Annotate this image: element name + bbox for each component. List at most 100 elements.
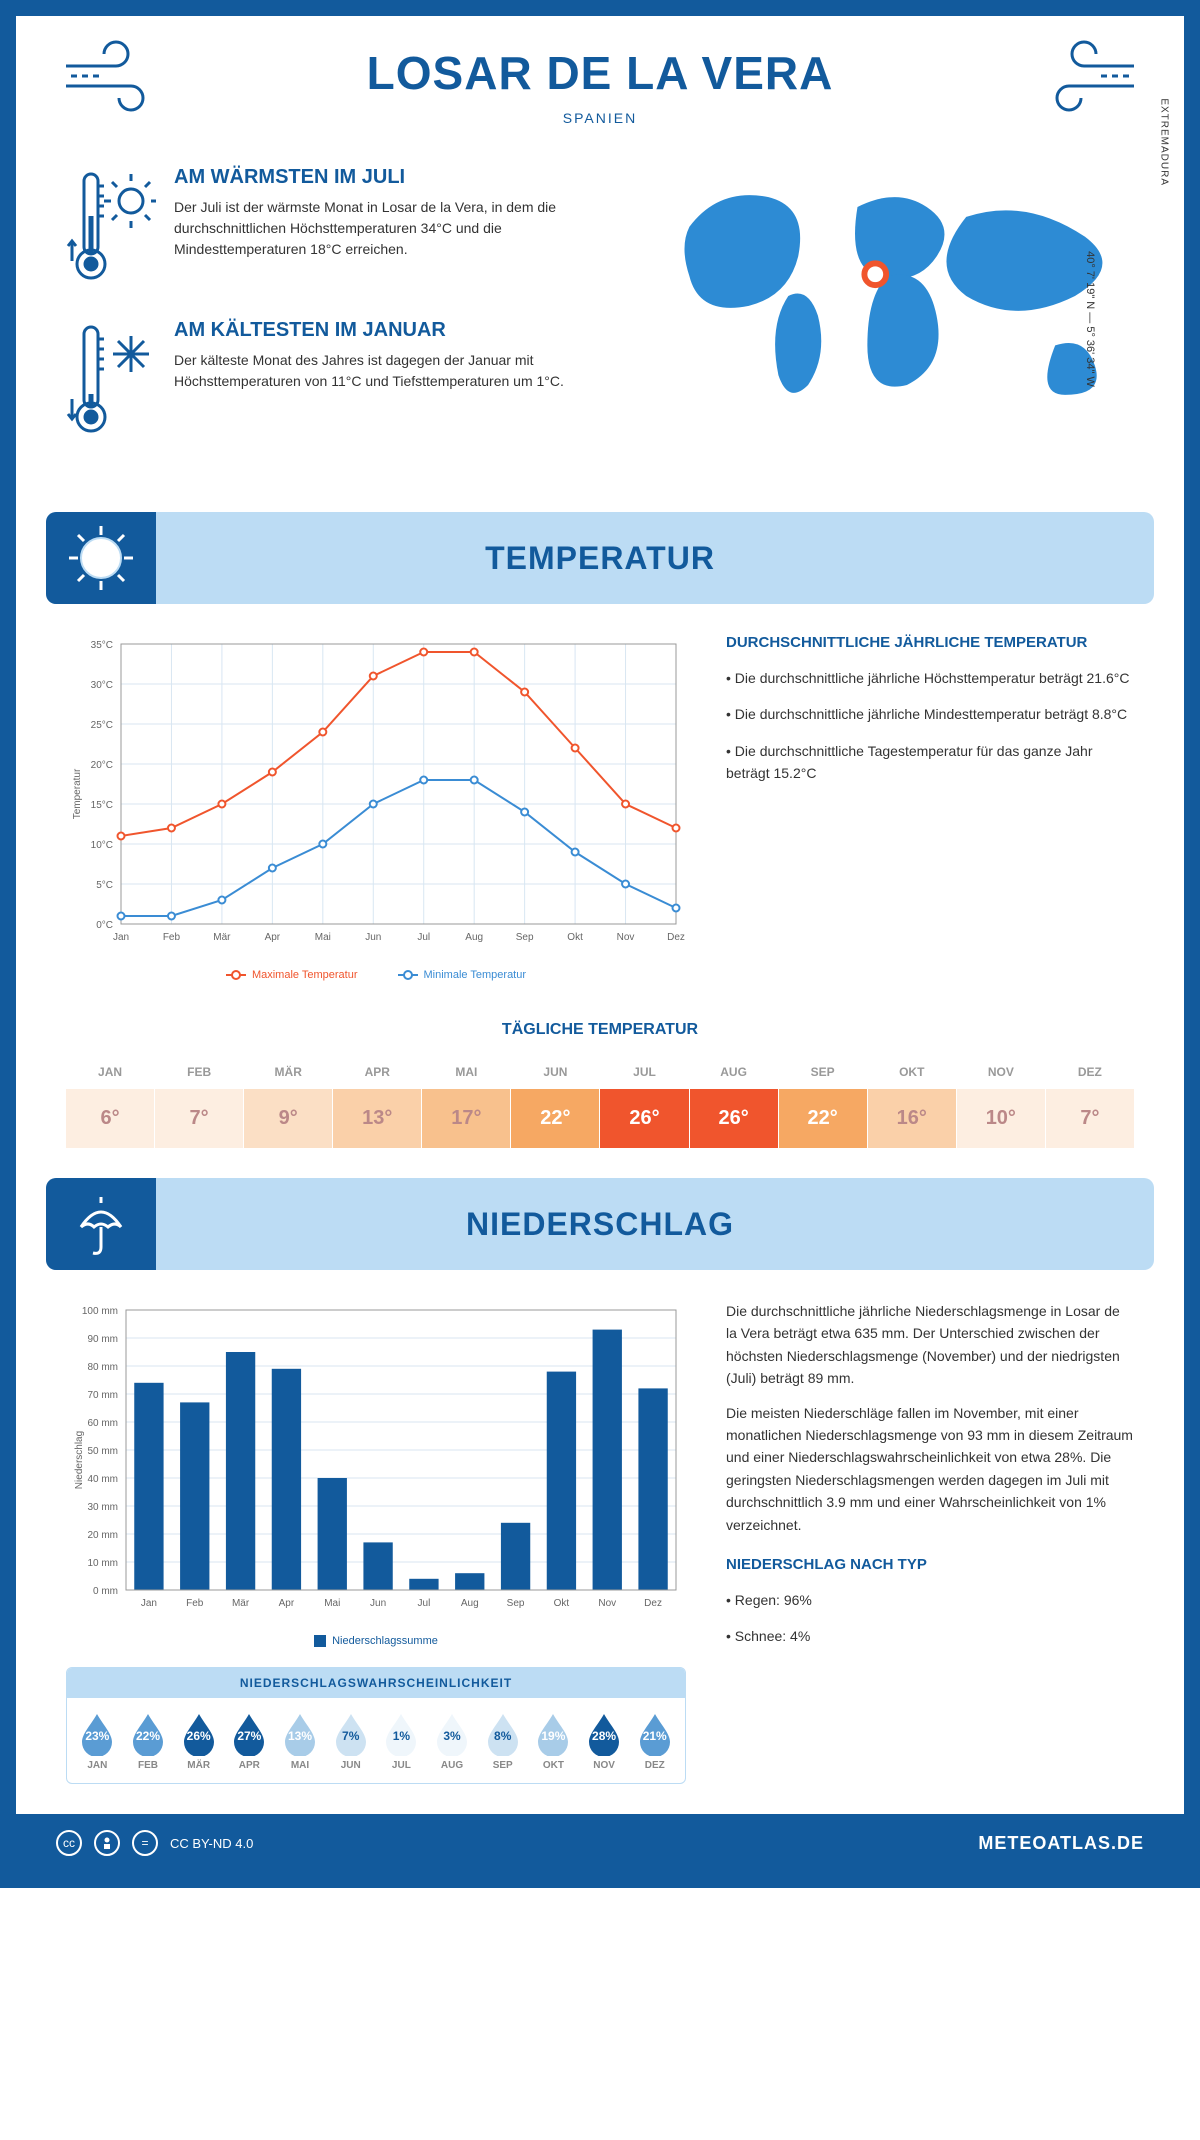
avg-temp-heading: DURCHSCHNITTLICHE JÄHRLICHE TEMPERATUR <box>726 634 1134 651</box>
svg-text:20°C: 20°C <box>91 760 113 771</box>
probability-cell: 19%OKT <box>529 1710 578 1771</box>
svg-text:10 mm: 10 mm <box>87 1558 118 1569</box>
precip-body: 0 mm10 mm20 mm30 mm40 mm50 mm60 mm70 mm8… <box>16 1270 1184 1814</box>
temp-bullet: Die durchschnittliche jährliche Höchstte… <box>726 667 1134 689</box>
thermometer-snow-icon <box>66 319 156 439</box>
svg-text:Okt: Okt <box>567 932 583 943</box>
svg-text:40 mm: 40 mm <box>87 1474 118 1485</box>
precip-section-header: NIEDERSCHLAG <box>46 1178 1154 1270</box>
precip-text-1: Die durchschnittliche jährliche Niedersc… <box>726 1300 1134 1390</box>
legend-precip: Niederschlagssumme <box>332 1635 438 1647</box>
by-icon <box>94 1830 120 1856</box>
daily-temp-cell: DEZ7° <box>1046 1055 1134 1148</box>
daily-temp-cell: SEP22° <box>779 1055 867 1148</box>
svg-text:35°C: 35°C <box>91 640 113 651</box>
nd-icon: = <box>132 1830 158 1856</box>
svg-text:Jan: Jan <box>113 932 129 943</box>
svg-text:Mai: Mai <box>315 932 331 943</box>
wind-icon <box>56 36 176 126</box>
probability-heading: NIEDERSCHLAGSWAHRSCHEINLICHKEIT <box>67 1668 685 1698</box>
svg-text:5°C: 5°C <box>96 880 113 891</box>
svg-text:25°C: 25°C <box>91 720 113 731</box>
footer: cc = CC BY-ND 4.0 METEOATLAS.DE <box>16 1814 1184 1872</box>
svg-text:Jul: Jul <box>417 932 430 943</box>
svg-text:Niederschlag: Niederschlag <box>74 1431 85 1489</box>
svg-text:Jul: Jul <box>418 1598 431 1609</box>
legend-min: Minimale Temperatur <box>424 969 527 981</box>
precip-text-2: Die meisten Niederschläge fallen im Nove… <box>726 1402 1134 1536</box>
svg-text:0°C: 0°C <box>96 920 113 931</box>
svg-text:Temperatur: Temperatur <box>72 768 83 819</box>
sun-icon <box>66 523 136 593</box>
license-text: CC BY-ND 4.0 <box>170 1836 253 1851</box>
probability-box: NIEDERSCHLAGSWAHRSCHEINLICHKEIT 23%JAN22… <box>66 1667 686 1784</box>
svg-text:Mai: Mai <box>324 1598 340 1609</box>
svg-text:Feb: Feb <box>186 1598 204 1609</box>
svg-text:Feb: Feb <box>163 932 181 943</box>
svg-text:80 mm: 80 mm <box>87 1362 118 1373</box>
daily-temp-title: TÄGLICHE TEMPERATUR <box>16 1021 1184 1039</box>
daily-temp-strip: JAN6°FEB7°MÄR9°APR13°MAI17°JUN22°JUL26°A… <box>66 1055 1134 1148</box>
svg-text:30°C: 30°C <box>91 680 113 691</box>
warmest-text: Der Juli ist der wärmste Monat in Losar … <box>174 197 610 260</box>
precip-title: NIEDERSCHLAG <box>466 1206 734 1243</box>
probability-cell: 8%SEP <box>478 1710 527 1771</box>
coldest-fact: AM KÄLTESTEN IM JANUAR Der kälteste Mona… <box>66 319 610 444</box>
svg-text:0 mm: 0 mm <box>93 1586 118 1597</box>
svg-text:Apr: Apr <box>265 932 281 943</box>
brand: METEOATLAS.DE <box>978 1833 1144 1854</box>
svg-text:Jan: Jan <box>141 1598 157 1609</box>
daily-temp-cell: AUG26° <box>690 1055 778 1148</box>
daily-temp-cell: JAN6° <box>66 1055 154 1148</box>
coldest-heading: AM KÄLTESTEN IM JANUAR <box>174 319 610 342</box>
svg-text:Apr: Apr <box>279 1598 295 1609</box>
svg-text:100 mm: 100 mm <box>82 1306 118 1317</box>
temperature-body: 0°C5°C10°C15°C20°C25°C30°C35°CJanFebMärA… <box>16 604 1184 1011</box>
svg-text:Jun: Jun <box>370 1598 386 1609</box>
daily-temp-cell: JUL26° <box>600 1055 688 1148</box>
svg-text:90 mm: 90 mm <box>87 1334 118 1345</box>
precip-bar-chart: 0 mm10 mm20 mm30 mm40 mm50 mm60 mm70 mm8… <box>66 1300 686 1620</box>
svg-text:Sep: Sep <box>516 932 534 943</box>
temperature-title: TEMPERATUR <box>485 540 715 577</box>
temperature-section-header: TEMPERATUR <box>46 512 1154 604</box>
page-subtitle: SPANIEN <box>36 110 1164 126</box>
svg-text:Okt: Okt <box>554 1598 570 1609</box>
temp-bullet: Die durchschnittliche jährliche Mindestt… <box>726 703 1134 725</box>
probability-cell: 26%MÄR <box>174 1710 223 1771</box>
coordinates: 40° 7' 19" N — 5° 36' 34" W <box>1084 251 1096 387</box>
svg-text:70 mm: 70 mm <box>87 1390 118 1401</box>
legend-max: Maximale Temperatur <box>252 969 358 981</box>
summary-row: AM WÄRMSTEN IM JULI Der Juli ist der wär… <box>16 146 1184 502</box>
precip-type-heading: NIEDERSCHLAG NACH TYP <box>726 1556 1134 1573</box>
temp-bullet: Die durchschnittliche Tagestemperatur fü… <box>726 740 1134 785</box>
svg-text:Nov: Nov <box>617 932 635 943</box>
probability-cell: 13%MAI <box>276 1710 325 1771</box>
region-label: EXTREMADURA <box>1159 98 1170 186</box>
daily-temp-cell: NOV10° <box>957 1055 1045 1148</box>
probability-cell: 21%DEZ <box>630 1710 679 1771</box>
wind-icon <box>1024 36 1144 126</box>
svg-text:Dez: Dez <box>667 932 685 943</box>
probability-cell: 23%JAN <box>73 1710 122 1771</box>
warmest-fact: AM WÄRMSTEN IM JULI Der Juli ist der wär… <box>66 166 610 291</box>
daily-temp-cell: APR13° <box>333 1055 421 1148</box>
header: LOSAR DE LA VERA SPANIEN <box>16 16 1184 146</box>
daily-temp-cell: JUN22° <box>511 1055 599 1148</box>
probability-cell: 1%JUL <box>377 1710 426 1771</box>
world-map-icon <box>640 166 1134 426</box>
umbrella-icon <box>66 1189 136 1259</box>
coldest-text: Der kälteste Monat des Jahres ist dagege… <box>174 350 610 392</box>
svg-text:Jun: Jun <box>365 932 381 943</box>
page-title: LOSAR DE LA VERA <box>36 46 1164 100</box>
daily-temp-cell: MÄR9° <box>244 1055 332 1148</box>
svg-text:60 mm: 60 mm <box>87 1418 118 1429</box>
svg-text:20 mm: 20 mm <box>87 1530 118 1541</box>
svg-text:Aug: Aug <box>465 932 483 943</box>
svg-text:Mär: Mär <box>213 932 231 943</box>
warmest-heading: AM WÄRMSTEN IM JULI <box>174 166 610 189</box>
temperature-line-chart: 0°C5°C10°C15°C20°C25°C30°C35°CJanFebMärA… <box>66 634 686 954</box>
daily-temp-cell: OKT16° <box>868 1055 956 1148</box>
probability-cell: 28%NOV <box>580 1710 629 1771</box>
precip-type-bullet: Schnee: 4% <box>726 1625 1134 1647</box>
